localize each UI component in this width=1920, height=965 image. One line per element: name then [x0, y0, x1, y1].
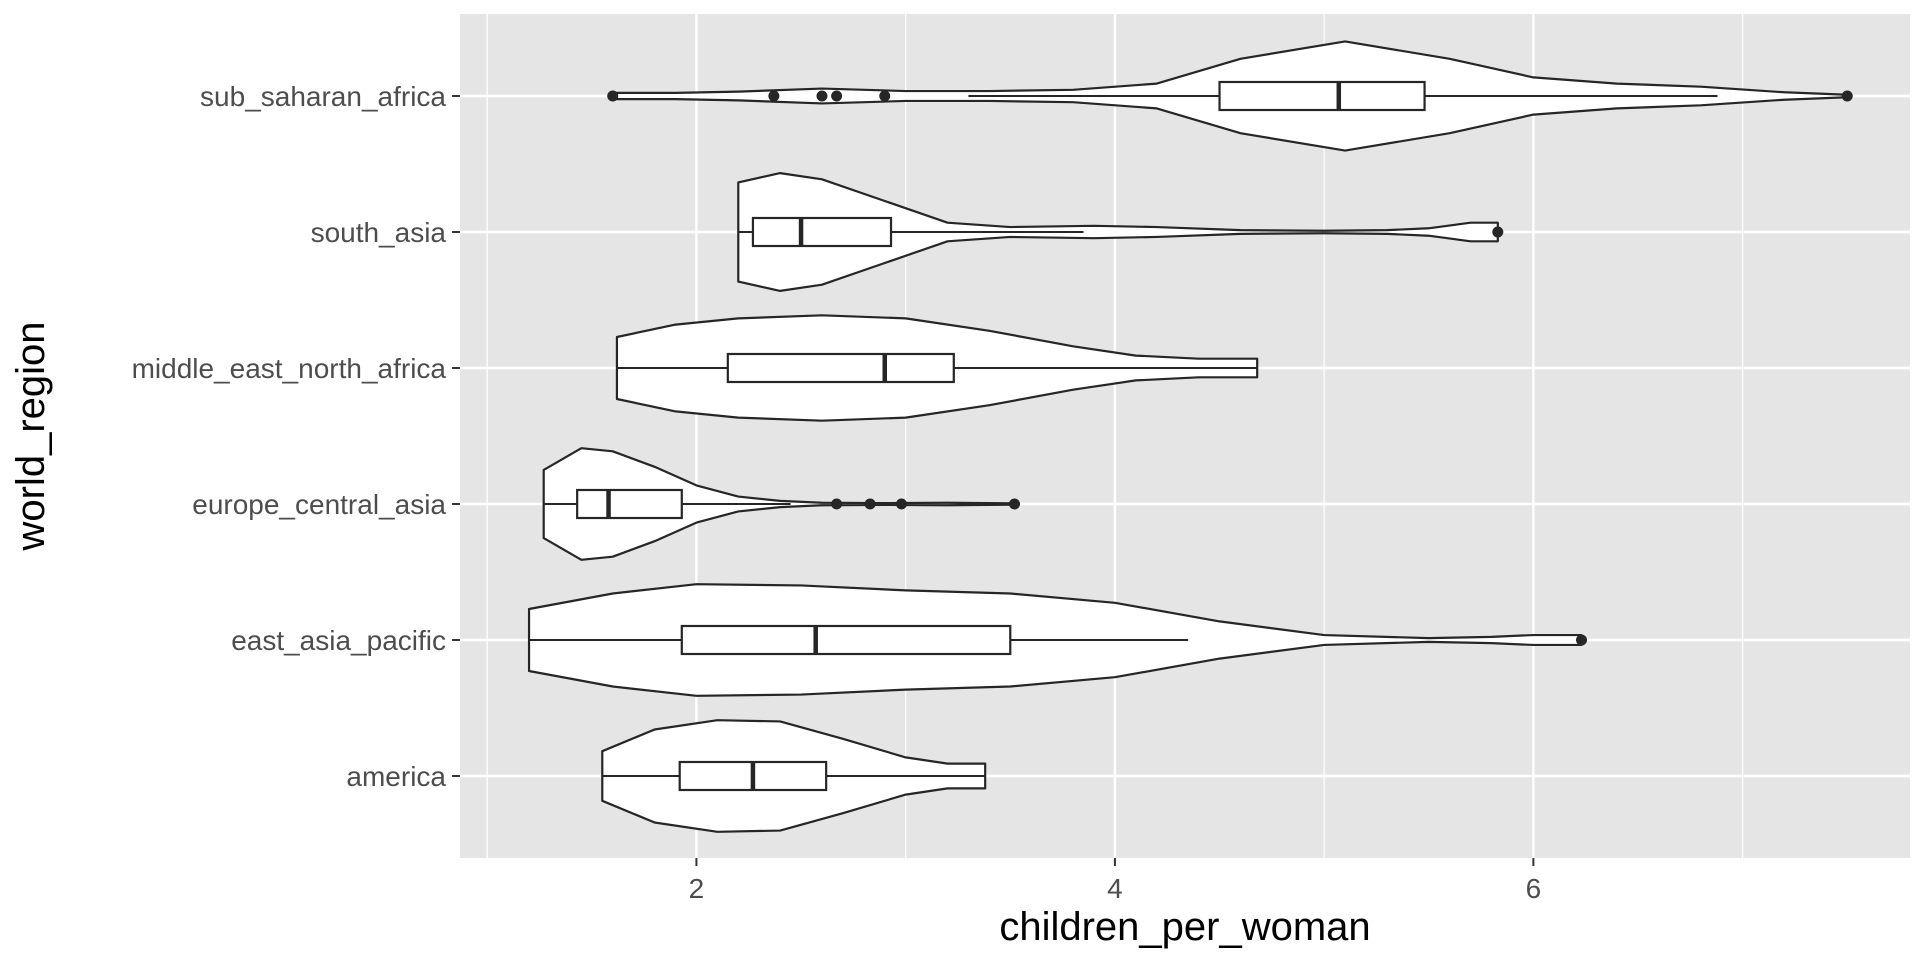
x-tick-label: 2: [689, 873, 705, 904]
outlier-point: [864, 498, 876, 510]
outlier-point: [768, 90, 780, 102]
box-europe-central-asia: [576, 488, 683, 520]
outlier-point: [831, 498, 843, 510]
outlier-point: [1492, 226, 1504, 238]
y-tick-label-america: america: [346, 761, 446, 792]
outlier-point: [1008, 498, 1020, 510]
violin-south-asia: [737, 172, 1499, 292]
outlier-point: [831, 90, 843, 102]
y-axis-title: world_region: [9, 321, 53, 551]
y-tick-label-middle-east-north-africa: middle_east_north_africa: [132, 353, 447, 384]
box-east-asia-pacific: [680, 624, 1012, 656]
axes: 2 4 6 sub_saharan_africa south_asia middle_ea…: [132, 81, 1542, 904]
boxplots: [529, 80, 1718, 792]
panel-background: [460, 14, 1910, 858]
outlier-point: [607, 90, 619, 102]
outlier-point: [879, 90, 891, 102]
x-axis-title: children_per_woman: [999, 905, 1370, 949]
y-tick-label-south-asia: south_asia: [311, 217, 447, 248]
box-south-asia: [751, 216, 893, 248]
y-tick-label-europe-central-asia: europe_central_asia: [192, 489, 446, 520]
outlier-point: [816, 90, 828, 102]
box-sub-saharan-africa: [1218, 80, 1426, 112]
y-tick-label-east-asia-pacific: east_asia_pacific: [231, 625, 446, 656]
outlier-points: [607, 90, 1853, 646]
box-middle-east-north-africa: [726, 352, 955, 384]
y-tick-label-sub-saharan-africa: sub_saharan_africa: [200, 81, 446, 112]
outlier-point: [1841, 90, 1853, 102]
x-tick-label: 6: [1526, 873, 1542, 904]
x-tick-label: 4: [1107, 873, 1123, 904]
outlier-point: [1576, 634, 1588, 646]
outlier-point: [895, 498, 907, 510]
